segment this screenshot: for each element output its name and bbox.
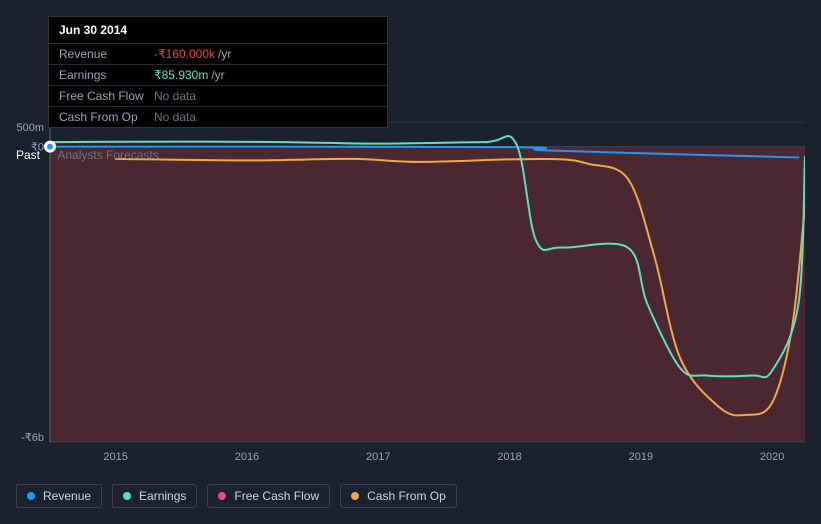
svg-text:2017: 2017	[366, 451, 390, 463]
svg-text:2019: 2019	[629, 451, 653, 463]
tab-forecasts[interactable]: Analysts Forecasts	[57, 148, 158, 162]
svg-text:2015: 2015	[103, 451, 127, 463]
tab-past[interactable]: Past	[16, 148, 40, 162]
tooltip-row-label: Revenue	[59, 47, 154, 61]
svg-text:2018: 2018	[497, 451, 521, 463]
svg-text:₹500m: ₹500m	[16, 122, 44, 134]
svg-text:-₹6b: -₹6b	[21, 432, 44, 444]
tooltip-row: Cash From OpNo data	[49, 107, 387, 127]
legend-label: Free Cash Flow	[234, 489, 319, 503]
chart-area[interactable]: ₹500m₹0-₹6b201520162017201820192020	[16, 122, 805, 472]
legend-swatch	[123, 492, 131, 500]
tooltip-row: Earnings₹85.930m/yr	[49, 65, 387, 86]
tooltip-row-value: ₹85.930m/yr	[154, 68, 225, 82]
svg-text:2016: 2016	[235, 451, 259, 463]
tooltip-row-value: -₹160.000k/yr	[154, 47, 231, 61]
legend-label: Earnings	[139, 489, 186, 503]
tooltip-row-value: No data	[154, 110, 196, 124]
legend-swatch	[27, 492, 35, 500]
legend-swatch	[218, 492, 226, 500]
legend-item-revenue[interactable]: Revenue	[16, 484, 102, 508]
legend-swatch	[351, 492, 359, 500]
legend-label: Cash From Op	[367, 489, 446, 503]
tooltip-row-label: Cash From Op	[59, 110, 154, 124]
legend-item-earnings[interactable]: Earnings	[112, 484, 197, 508]
tooltip-row: Revenue-₹160.000k/yr	[49, 44, 387, 65]
svg-text:2020: 2020	[760, 451, 784, 463]
tooltip-row: Free Cash FlowNo data	[49, 86, 387, 107]
tooltip-row-label: Earnings	[59, 68, 154, 82]
tooltip-date: Jun 30 2014	[49, 17, 387, 44]
hover-tooltip: Jun 30 2014 Revenue-₹160.000k/yrEarnings…	[48, 16, 388, 128]
legend: Revenue Earnings Free Cash Flow Cash From O…	[16, 484, 457, 508]
legend-item-fcf[interactable]: Free Cash Flow	[207, 484, 330, 508]
tooltip-row-label: Free Cash Flow	[59, 89, 154, 103]
chart-tabs: Past Analysts Forecasts	[16, 148, 173, 162]
legend-item-cfo[interactable]: Cash From Op	[340, 484, 457, 508]
tooltip-row-value: No data	[154, 89, 196, 103]
legend-label: Revenue	[43, 489, 91, 503]
